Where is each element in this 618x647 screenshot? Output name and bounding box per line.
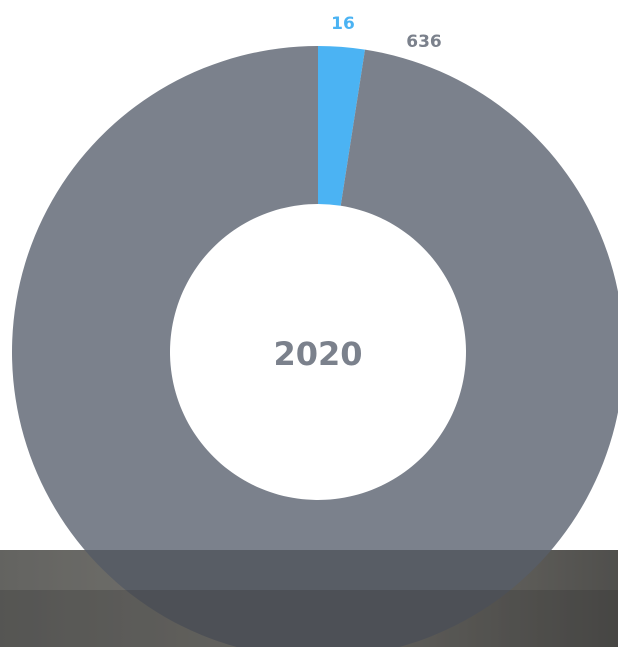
photo-overlay (0, 550, 618, 647)
donut-slice (318, 46, 365, 206)
center-label: 2020 (273, 335, 362, 373)
value-label: 16 (331, 14, 355, 34)
value-label: 636 (406, 32, 442, 52)
donut (12, 46, 618, 647)
photo-shadow (0, 590, 618, 647)
donut-slice (12, 46, 618, 647)
